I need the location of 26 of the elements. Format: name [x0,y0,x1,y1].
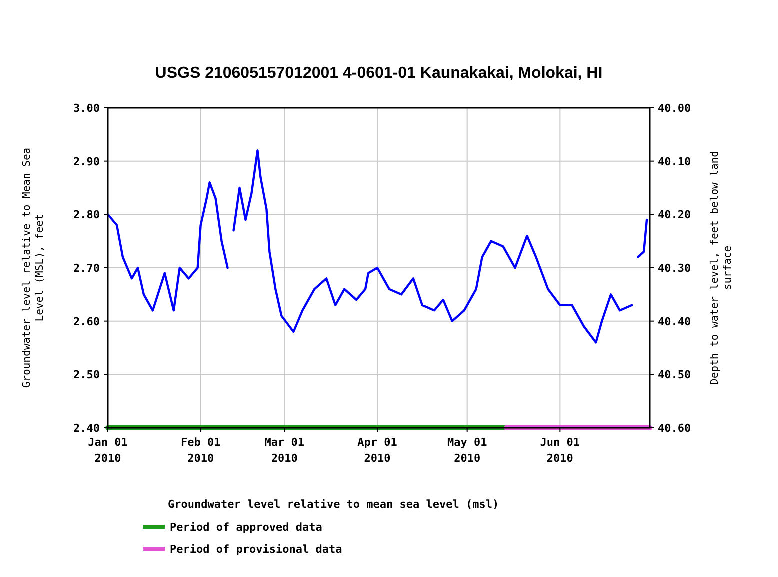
x-tick-label: Jun 01 2010 [540,436,580,465]
legend-label: Period of provisional data [170,543,342,556]
y2-axis-title: Depth to water level, feet below land surface [709,151,734,385]
x-tick-label: Apr 01 2010 [358,436,398,465]
y2-tick-label: 40.00 [658,102,692,115]
x-tick-label: May 01 2010 [447,436,488,465]
y2-tick-label: 40.50 [658,368,692,382]
y-tick-label: 2.60 [74,315,100,328]
x-tick-label: Mar 01 2010 [264,436,305,465]
x-tick-label: Jan 01 2010 [88,436,128,465]
y-axis-title: Groundwater level relative to Mean Sea Level (MSL), feet [21,148,46,388]
legend-title: Groundwater level relative to mean sea level (msl) [168,498,500,511]
y-tick-label: 2.90 [74,155,100,168]
y-tick-label: 2.80 [74,208,100,222]
y2-tick-label: 40.20 [658,208,692,222]
y2-tick-label: 40.60 [658,422,692,435]
legend-label: Period of approved data [170,521,322,534]
y-tick-label: 2.40 [74,422,100,435]
y-tick-label: 2.70 [74,262,100,275]
y2-tick-label: 40.10 [658,155,692,168]
y2-tick-label: 40.40 [658,315,692,328]
y2-tick-label: 40.30 [658,262,692,275]
y-tick-label: 3.00 [74,102,100,115]
x-tick-label: Feb 01 2010 [180,436,222,465]
chart-title: USGS 210605157012001 4-0601-01 Kaunakakai, Molokai, HI [155,65,603,82]
y-tick-label: 2.50 [74,368,100,382]
